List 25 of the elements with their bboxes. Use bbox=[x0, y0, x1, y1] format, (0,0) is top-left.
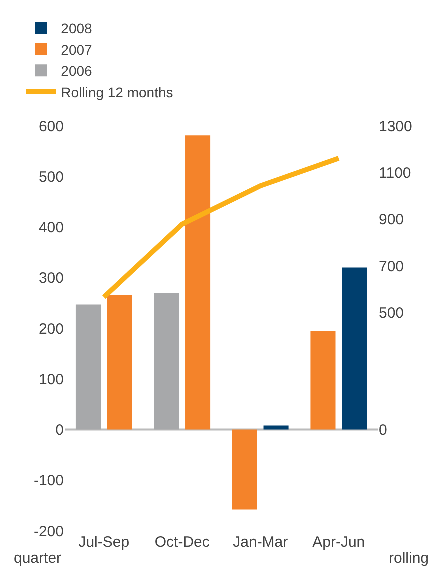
y-tick-label: 200 bbox=[38, 320, 64, 338]
x-axis-title: quarter bbox=[14, 550, 62, 567]
y-tick-label: 100 bbox=[38, 371, 64, 388]
y-tick-label: 500 bbox=[38, 168, 64, 186]
y2-tick-label: 1100 bbox=[379, 164, 412, 182]
x-tick-label: Apr-Jun bbox=[312, 534, 366, 551]
legend-label: 2007 bbox=[61, 42, 93, 58]
y2-tick-label: 0 bbox=[379, 422, 388, 439]
y2-tick-label: 900 bbox=[379, 212, 404, 229]
y-tick-label: 600 bbox=[38, 118, 64, 136]
y2-tick-label: 700 bbox=[379, 258, 404, 276]
y2-tick-label: 500 bbox=[379, 305, 404, 322]
y2-tick-label: 1300 bbox=[379, 118, 412, 136]
y-tick-label: 0 bbox=[56, 422, 64, 439]
y-tick-label: -100 bbox=[34, 472, 64, 490]
x-tick-label: Oct-Dec bbox=[154, 534, 210, 551]
x-tick-label: Jan-Mar bbox=[233, 534, 288, 551]
y-tick-label: -200 bbox=[34, 523, 64, 540]
legend-label: Rolling 12 months bbox=[61, 84, 174, 100]
y2-axis-title: rolling bbox=[389, 550, 430, 567]
y-tick-label: 300 bbox=[38, 270, 64, 288]
y-tick-label: 400 bbox=[38, 220, 64, 236]
x-tick-label: Jul-Sep bbox=[78, 534, 130, 551]
legend-label: 2006 bbox=[61, 63, 93, 80]
legend-label: 2008 bbox=[61, 20, 93, 37]
